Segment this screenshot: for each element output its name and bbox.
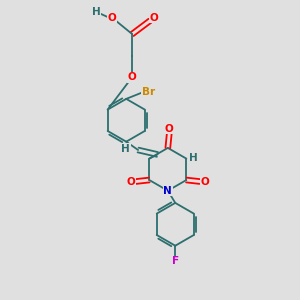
- Text: H: H: [121, 143, 130, 154]
- Text: O: O: [128, 72, 136, 82]
- Text: N: N: [164, 186, 172, 196]
- Text: H: H: [189, 153, 197, 163]
- Text: Br: Br: [142, 87, 155, 97]
- Text: O: O: [108, 13, 117, 23]
- Text: O: O: [149, 13, 158, 23]
- Text: F: F: [172, 256, 179, 266]
- Text: O: O: [200, 176, 209, 187]
- Text: H: H: [92, 7, 101, 17]
- Text: O: O: [165, 124, 174, 134]
- Text: O: O: [127, 176, 135, 187]
